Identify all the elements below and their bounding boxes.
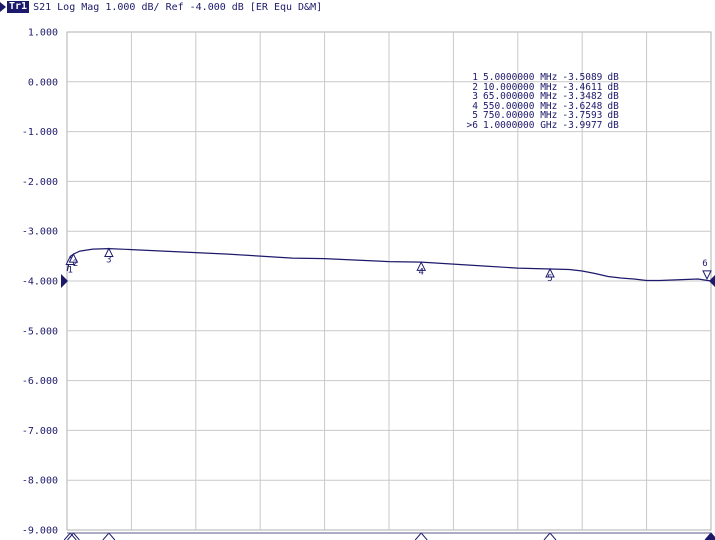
marker-unit-cell: dB bbox=[607, 110, 619, 122]
y-tick-label: -4.000 bbox=[22, 277, 58, 288]
marker-unit-cell: dB bbox=[607, 91, 619, 103]
marker-id-cell: >6 bbox=[466, 119, 478, 131]
marker-position-indicator-icon bbox=[543, 532, 557, 540]
ref-level-left-icon bbox=[61, 274, 68, 288]
marker-position-indicator-icon bbox=[102, 532, 116, 540]
y-tick-label: 1.000 bbox=[28, 28, 58, 39]
y-tick-label: -3.000 bbox=[22, 227, 58, 238]
trace-format: Log Mag bbox=[57, 1, 100, 13]
y-tick-label: -8.000 bbox=[22, 476, 58, 487]
marker-table: 1 5.0000000 MHz -3.5089 dB 2 10.000000 MHz -3.… bbox=[452, 73, 619, 131]
marker-freq-cell: 10.000000 MHz bbox=[483, 81, 558, 93]
marker-table-row: >6 1.0000000 GHz -3.9977 dB bbox=[452, 121, 619, 131]
trace-scale: 1.000 dB/ bbox=[105, 1, 160, 13]
marker-label: 5 bbox=[547, 274, 552, 284]
marker-table-row: 4 550.00000 MHz -3.6248 dB bbox=[452, 102, 619, 112]
marker-id-cell: 2 bbox=[472, 81, 478, 93]
y-tick-label: -1.000 bbox=[22, 127, 58, 138]
marker-value-cell: -3.3482 bbox=[562, 91, 603, 103]
marker-label: 4 bbox=[418, 267, 423, 277]
marker-position-indicator-icon bbox=[704, 532, 715, 540]
y-tick-label: -7.000 bbox=[22, 426, 58, 437]
marker-table-row: 2 10.000000 MHz -3.4611 dB bbox=[452, 81, 619, 93]
marker-freq-cell: 65.000000 MHz bbox=[483, 91, 558, 103]
marker-unit-cell: dB bbox=[607, 72, 619, 83]
y-tick-label: -2.000 bbox=[22, 177, 58, 188]
y-tick-label: -9.000 bbox=[22, 526, 58, 537]
marker-freq-cell: 5.0000000 MHz bbox=[483, 72, 558, 83]
marker-unit-cell: dB bbox=[607, 100, 619, 112]
y-tick-label: -6.000 bbox=[22, 376, 58, 387]
y-tick-label: -5.000 bbox=[22, 326, 58, 337]
marker-value-cell: -3.7593 bbox=[562, 110, 603, 122]
marker-table-row: 1 5.0000000 MHz -3.5089 dB bbox=[452, 73, 619, 83]
marker-value-cell: -3.6248 bbox=[562, 100, 603, 112]
trace-header: Tr1 S21 Log Mag 1.000 dB/ Ref -4.000 dB … bbox=[0, 0, 322, 14]
marker-id-cell: 1 bbox=[472, 72, 478, 83]
marker-label: 3 bbox=[106, 256, 111, 266]
marker-table-row: 5 750.00000 MHz -3.7593 dB bbox=[452, 111, 619, 121]
marker-triangle-icon bbox=[104, 247, 114, 258]
trace-parameter: S21 bbox=[33, 1, 52, 13]
trace-mode: [ER Equ D&M] bbox=[249, 1, 323, 13]
marker-value-cell: -3.4611 bbox=[562, 81, 603, 93]
marker-unit-cell: dB bbox=[607, 119, 619, 131]
marker-position-indicator-icon bbox=[414, 532, 428, 540]
marker-triangle-icon bbox=[545, 267, 555, 278]
marker-triangle-icon bbox=[416, 261, 427, 271]
marker-label: 6 bbox=[702, 259, 707, 269]
marker-value-cell: -3.9977 bbox=[562, 119, 603, 131]
marker-freq-cell: 750.00000 MHz bbox=[483, 110, 558, 122]
ref-level-right-icon bbox=[709, 275, 715, 287]
trace-id-badge[interactable]: Tr1 bbox=[7, 1, 30, 13]
marker-id-cell: 3 bbox=[472, 91, 478, 103]
trace-reference: Ref -4.000 dB bbox=[165, 1, 244, 13]
trace-line bbox=[66, 247, 712, 282]
marker-label: 1 bbox=[68, 266, 73, 276]
marker-table-row: 3 65.000000 MHz -3.3482 dB bbox=[452, 92, 619, 102]
marker-id-cell: 4 bbox=[472, 100, 478, 112]
marker-unit-cell: dB bbox=[607, 81, 619, 93]
marker-label: 2 bbox=[73, 259, 78, 269]
marker-triangle-icon bbox=[702, 270, 712, 281]
marker-value-cell: -3.5089 bbox=[562, 72, 603, 83]
marker-id-cell: 5 bbox=[472, 110, 478, 122]
marker-freq-cell: 1.0000000 GHz bbox=[483, 119, 558, 131]
marker-freq-cell: 550.00000 MHz bbox=[483, 100, 558, 112]
active-trace-arrow-icon bbox=[0, 2, 6, 12]
marker-triangle-icon bbox=[68, 253, 79, 263]
y-tick-label: 0.000 bbox=[28, 77, 58, 88]
